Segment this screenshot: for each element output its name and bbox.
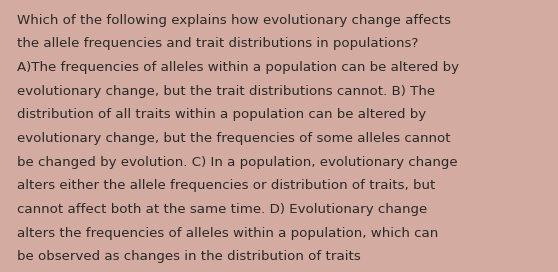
Text: be observed as changes in the distribution of traits: be observed as changes in the distributi… bbox=[17, 250, 360, 263]
Text: evolutionary change, but the frequencies of some alleles cannot: evolutionary change, but the frequencies… bbox=[17, 132, 450, 145]
Text: alters the frequencies of alleles within a population, which can: alters the frequencies of alleles within… bbox=[17, 227, 438, 240]
Text: Which of the following explains how evolutionary change affects: Which of the following explains how evol… bbox=[17, 14, 451, 27]
Text: cannot affect both at the same time. D) Evolutionary change: cannot affect both at the same time. D) … bbox=[17, 203, 427, 216]
Text: evolutionary change, but the trait distributions cannot. B) The: evolutionary change, but the trait distr… bbox=[17, 85, 435, 98]
Text: alters either the allele frequencies or distribution of traits, but: alters either the allele frequencies or … bbox=[17, 179, 435, 192]
Text: A)The frequencies of alleles within a population can be altered by: A)The frequencies of alleles within a po… bbox=[17, 61, 459, 74]
Text: be changed by evolution. C) In a population, evolutionary change: be changed by evolution. C) In a populat… bbox=[17, 156, 458, 169]
Text: distribution of all traits within a population can be altered by: distribution of all traits within a popu… bbox=[17, 108, 426, 121]
Text: the allele frequencies and trait distributions in populations?: the allele frequencies and trait distrib… bbox=[17, 37, 418, 50]
